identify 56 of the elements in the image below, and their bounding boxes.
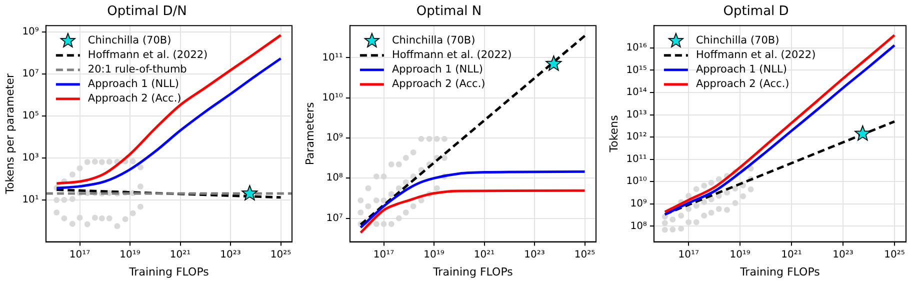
chart-title: Optimal D/N <box>107 4 187 20</box>
x-tick-label: 10¹⁹ <box>120 249 140 260</box>
x-tick-label: 10²³ <box>524 249 545 260</box>
y-axis-title: Tokens <box>607 114 620 154</box>
x-tick-label: 10²⁵ <box>574 249 596 260</box>
y-tick-label: 10¹¹ <box>322 52 343 64</box>
chart-title: Optimal D <box>723 4 789 20</box>
y-tick-label: 10³ <box>22 152 39 164</box>
x-tick-label: 10²³ <box>220 249 241 260</box>
x-tick-label: 10²⁵ <box>884 249 905 260</box>
y-tick-label: 10⁹ <box>630 198 647 210</box>
legend-label: Approach 1 (NLL) <box>696 64 787 76</box>
y-tick-label: 10¹⁶ <box>626 42 647 54</box>
x-tick-label: 10²¹ <box>781 249 802 260</box>
legend-label: Approach 2 (Acc.) <box>392 78 486 90</box>
legend-label: Approach 1 (NLL) <box>392 64 483 76</box>
y-tick-label: 10⁹ <box>326 132 343 144</box>
legend-label: Hoffmann et al. (2022) <box>392 49 512 62</box>
x-tick-label: 10²⁵ <box>270 249 292 260</box>
y-tick-label: 10¹¹ <box>626 154 647 165</box>
x-tick-label: 10¹⁹ <box>424 249 444 260</box>
x-tick-label: 10²¹ <box>170 249 191 260</box>
y-tick-label: 10¹⁵ <box>626 64 647 76</box>
y-tick-label: 10¹⁰ <box>322 92 343 104</box>
chart-title: Optimal N <box>416 4 482 20</box>
legend-label: Approach 1 (NLL) <box>88 78 179 90</box>
legend-label: Approach 2 (Acc.) <box>88 92 182 105</box>
y-tick-label: 10¹⁰ <box>626 176 647 188</box>
y-tick-label: 10⁷ <box>326 212 343 224</box>
x-tick-label: 10²³ <box>832 249 854 260</box>
y-tick-label: 10¹³ <box>626 109 647 120</box>
x-tick-label: 10¹⁷ <box>373 249 394 260</box>
x-tick-label: 10¹⁷ <box>678 249 699 260</box>
legend-label: 20:1 rule-of-thumb <box>88 64 188 76</box>
y-tick-label: 10⁵ <box>22 110 39 122</box>
legend-label: Chinchilla (70B) <box>88 34 172 47</box>
legend-label: Approach 2 (Acc.) <box>696 78 790 90</box>
x-axis-title: Training FLOPs <box>739 265 820 278</box>
legend-label: Chinchilla (70B) <box>392 34 476 47</box>
x-axis-title: Training FLOPs <box>128 265 210 278</box>
legend-label: Hoffmann et al. (2022) <box>88 49 208 62</box>
x-axis-title: Training FLOPs <box>432 265 514 278</box>
y-axis-title: Tokens per parameter <box>3 73 16 195</box>
x-tick-label: 10²¹ <box>474 249 495 260</box>
x-tick-label: 10¹⁷ <box>69 249 90 260</box>
legend-label: Hoffmann et al. (2022) <box>696 49 816 62</box>
x-tick-label: 10¹⁹ <box>730 249 750 260</box>
legend-label: Chinchilla (70B) <box>696 34 780 47</box>
y-tick-label: 10¹ <box>22 194 39 206</box>
y-tick-label: 10⁸ <box>326 172 343 184</box>
y-tick-label: 10¹⁴ <box>626 87 647 98</box>
y-tick-label: 10⁸ <box>630 220 647 232</box>
y-tick-label: 10¹² <box>626 132 647 143</box>
y-axis-title: Parameters <box>303 102 316 166</box>
y-tick-label: 10⁷ <box>22 68 39 80</box>
y-tick-label: 10⁹ <box>22 26 39 38</box>
